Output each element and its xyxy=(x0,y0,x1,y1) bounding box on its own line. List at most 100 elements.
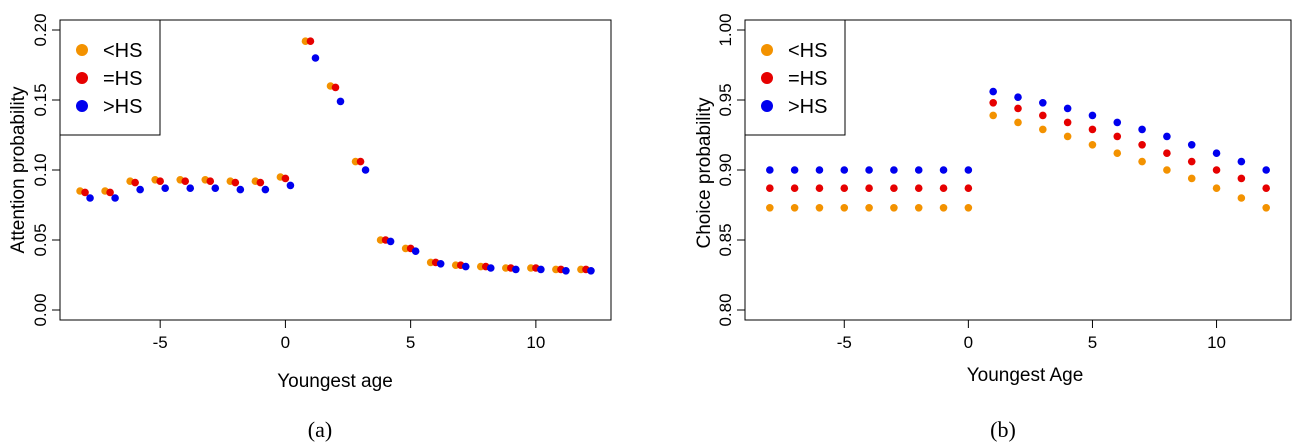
point-b xyxy=(840,184,849,192)
point-a xyxy=(486,264,495,272)
point-a xyxy=(131,178,139,187)
point-a xyxy=(111,194,119,202)
chart-a: -5 0 5 10 0.00 0.05 0.10 0.15 0.20 <HS =HS >HS You… xyxy=(8,13,612,442)
point-b xyxy=(1113,132,1122,141)
point-b xyxy=(790,166,799,174)
point-b xyxy=(1237,174,1246,183)
point-a xyxy=(512,265,520,274)
point-b xyxy=(1237,157,1246,166)
point-b xyxy=(964,184,973,192)
x-tick-label-a: 5 xyxy=(406,333,415,352)
point-a xyxy=(156,177,164,185)
x-tick-label-b: -5 xyxy=(837,333,852,352)
y-axis-label-b: Choice probability xyxy=(694,97,715,249)
point-b xyxy=(939,166,948,174)
point-b xyxy=(939,204,948,212)
point-a xyxy=(206,177,215,185)
point-b xyxy=(1262,166,1270,174)
legend-a: <HS =HS >HS xyxy=(59,19,161,136)
caption-b: (b) xyxy=(990,417,1016,442)
point-a xyxy=(231,178,240,187)
point-b xyxy=(790,184,799,192)
x-tick-label-a: -5 xyxy=(153,333,168,352)
point-a xyxy=(436,260,445,268)
x-tick-label-b: 10 xyxy=(1207,333,1226,352)
point-b xyxy=(815,184,824,192)
points-b xyxy=(766,87,1270,212)
point-a xyxy=(281,174,290,183)
point-b xyxy=(865,184,873,192)
point-a xyxy=(587,267,595,275)
point-a xyxy=(81,188,89,197)
legend-label-a: =HS xyxy=(103,68,142,90)
point-a xyxy=(336,97,345,106)
point-a xyxy=(136,185,144,194)
point-b xyxy=(1014,93,1022,101)
point-b xyxy=(1063,132,1072,141)
y-tick-label-b: 0.85 xyxy=(716,223,735,256)
ticks-a: -5 0 5 10 0.00 0.05 0.10 0.15 0.20 xyxy=(31,13,545,352)
point-b xyxy=(840,204,849,212)
legend-label-b: <HS xyxy=(788,40,827,62)
legend-marker-a xyxy=(76,44,88,56)
y-tick-label-a: 0.05 xyxy=(31,223,50,256)
legend-marker-a xyxy=(76,100,88,112)
caption-a: (a) xyxy=(308,417,332,442)
point-b xyxy=(1187,157,1196,166)
y-tick-label-b: 1.00 xyxy=(716,13,735,46)
point-a xyxy=(361,166,370,174)
legend-label-a: >HS xyxy=(103,96,142,118)
point-b xyxy=(1212,166,1221,174)
point-a xyxy=(261,185,270,194)
point-a xyxy=(461,262,470,271)
point-b xyxy=(865,204,873,212)
point-b xyxy=(914,184,923,192)
point-a xyxy=(331,83,340,92)
point-b xyxy=(1187,174,1196,183)
y-axis-label-a: Attention probability xyxy=(8,86,29,253)
point-a xyxy=(86,194,94,202)
legend-marker-b xyxy=(761,100,773,112)
point-a xyxy=(411,247,420,255)
point-b xyxy=(865,166,873,174)
point-b xyxy=(766,166,774,174)
y-tick-label-b: 0.90 xyxy=(716,153,735,186)
point-b xyxy=(1138,141,1146,149)
x-tick-label-b: 5 xyxy=(1088,333,1097,352)
point-b xyxy=(1187,141,1196,149)
point-b xyxy=(964,204,973,212)
point-b xyxy=(1163,166,1171,174)
point-b xyxy=(1113,118,1122,127)
point-b xyxy=(1039,99,1047,107)
x-axis-label-b: Youngest Age xyxy=(967,365,1084,386)
y-tick-label-b: 0.80 xyxy=(716,293,735,326)
point-a xyxy=(236,185,245,194)
point-b xyxy=(1163,132,1171,141)
point-b xyxy=(1014,104,1022,113)
point-b xyxy=(890,204,898,212)
legend-marker-b xyxy=(761,72,773,84)
point-b xyxy=(1039,111,1047,120)
legend-marker-b xyxy=(761,44,773,56)
y-tick-label-a: 0.15 xyxy=(31,83,50,116)
point-b xyxy=(1088,141,1097,149)
point-b xyxy=(939,184,948,192)
point-b xyxy=(1262,184,1270,192)
point-b xyxy=(890,184,898,192)
point-b xyxy=(914,166,923,174)
point-b xyxy=(989,99,997,107)
x-tick-label-a: 0 xyxy=(281,333,290,352)
point-a xyxy=(311,54,320,62)
point-b xyxy=(1163,149,1171,157)
point-b xyxy=(815,204,824,212)
point-b xyxy=(1088,111,1097,120)
y-tick-label-a: 0.00 xyxy=(31,293,50,326)
point-b xyxy=(1063,118,1072,127)
y-tick-label-a: 0.20 xyxy=(31,13,50,46)
point-b xyxy=(1088,125,1097,134)
point-b xyxy=(964,166,973,174)
point-b xyxy=(815,166,824,174)
point-b xyxy=(914,204,923,212)
point-a xyxy=(186,184,195,192)
